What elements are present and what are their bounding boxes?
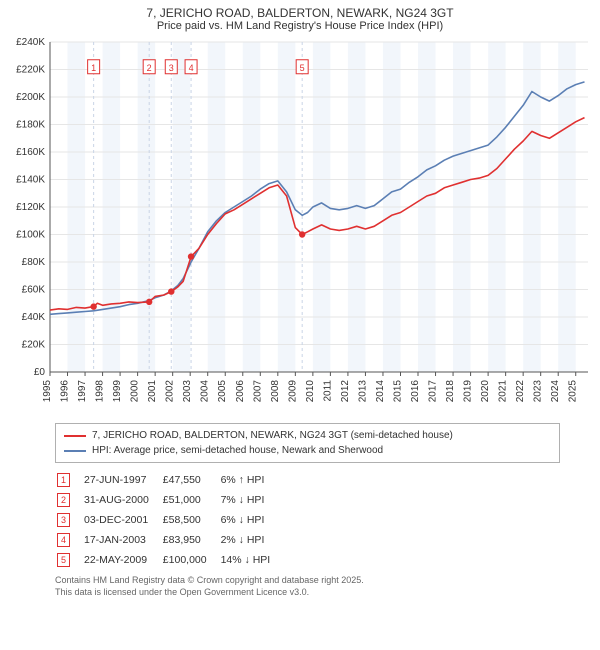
table-row: 2 31-AUG-2000£51,0007% ↓ HPI [57, 491, 282, 509]
legend-item: HPI: Average price, semi-detached house,… [64, 443, 551, 458]
svg-text:2014: 2014 [375, 380, 386, 403]
svg-text:1999: 1999 [112, 380, 123, 403]
sale-delta: 7% ↓ HPI [221, 491, 283, 509]
svg-text:2017: 2017 [428, 380, 439, 403]
sale-delta: 6% ↑ HPI [221, 471, 283, 489]
sale-marker-box: 4 [57, 533, 70, 547]
svg-text:2018: 2018 [445, 380, 456, 403]
price-chart: £0 £20K £40K £60K £80K £100K £120K £140K £160K £1… [0, 36, 600, 416]
svg-text:£0: £0 [34, 367, 46, 378]
svg-text:1996: 1996 [60, 380, 71, 403]
sale-price: £51,000 [163, 491, 219, 509]
sale-delta: 6% ↓ HPI [221, 511, 283, 529]
svg-text:4: 4 [189, 63, 194, 73]
sale-date: 03-DEC-2001 [84, 511, 161, 529]
svg-text:2008: 2008 [270, 380, 281, 403]
table-row: 1 27-JUN-1997£47,5506% ↑ HPI [57, 471, 282, 489]
svg-text:2003: 2003 [182, 380, 193, 403]
svg-text:2012: 2012 [340, 380, 351, 403]
svg-text:2015: 2015 [392, 380, 403, 403]
sale-price: £100,000 [163, 551, 219, 569]
svg-text:£40K: £40K [22, 312, 46, 323]
table-row: 5 22-MAY-2009£100,00014% ↓ HPI [57, 551, 282, 569]
svg-text:1998: 1998 [95, 380, 106, 403]
svg-text:2021: 2021 [498, 380, 509, 403]
svg-text:£240K: £240K [16, 37, 45, 48]
svg-text:£200K: £200K [16, 92, 45, 103]
svg-text:£180K: £180K [16, 120, 45, 131]
svg-text:2007: 2007 [252, 380, 263, 403]
svg-text:1: 1 [91, 63, 96, 73]
sale-marker-box: 3 [57, 513, 70, 527]
legend-label: 7, JERICHO ROAD, BALDERTON, NEWARK, NG24… [92, 428, 453, 443]
sale-delta: 2% ↓ HPI [221, 531, 283, 549]
svg-text:2025: 2025 [568, 380, 579, 403]
svg-text:2019: 2019 [463, 380, 474, 403]
sale-marker-box: 2 [57, 493, 70, 507]
footer-text: Contains HM Land Registry data © Crown c… [55, 575, 592, 598]
svg-text:3: 3 [169, 63, 174, 73]
svg-text:5: 5 [300, 63, 305, 73]
svg-text:2005: 2005 [217, 380, 228, 403]
svg-text:£160K: £160K [16, 147, 45, 158]
svg-text:£140K: £140K [16, 175, 45, 186]
sale-date: 27-JUN-1997 [84, 471, 161, 489]
footer-line: Contains HM Land Registry data © Crown c… [55, 575, 592, 587]
svg-text:2009: 2009 [287, 380, 298, 403]
sale-delta: 14% ↓ HPI [221, 551, 283, 569]
sale-marker-box: 1 [57, 473, 70, 487]
svg-text:2010: 2010 [305, 380, 316, 403]
chart-title: 7, JERICHO ROAD, BALDERTON, NEWARK, NG24… [0, 0, 600, 20]
table-row: 4 17-JAN-2003£83,9502% ↓ HPI [57, 531, 282, 549]
svg-text:£220K: £220K [16, 65, 45, 76]
sale-date: 31-AUG-2000 [84, 491, 161, 509]
sale-price: £47,550 [163, 471, 219, 489]
svg-text:2: 2 [147, 63, 152, 73]
svg-text:2006: 2006 [235, 380, 246, 403]
svg-text:£20K: £20K [22, 340, 46, 351]
sales-table: 127-JUN-1997£47,5506% ↑ HPI231-AUG-2000£… [55, 469, 284, 571]
legend-swatch [64, 435, 86, 437]
svg-text:1997: 1997 [77, 380, 88, 403]
svg-text:2013: 2013 [357, 380, 368, 403]
svg-text:2022: 2022 [515, 380, 526, 403]
footer-line: This data is licensed under the Open Gov… [55, 587, 592, 599]
legend-swatch [64, 450, 86, 452]
svg-text:2002: 2002 [165, 380, 176, 403]
svg-text:2024: 2024 [550, 380, 561, 403]
svg-text:£100K: £100K [16, 230, 45, 241]
svg-text:2020: 2020 [480, 380, 491, 403]
sale-date: 22-MAY-2009 [84, 551, 161, 569]
sale-date: 17-JAN-2003 [84, 531, 161, 549]
sale-price: £58,500 [163, 511, 219, 529]
svg-text:£80K: £80K [22, 257, 46, 268]
svg-text:1995: 1995 [42, 380, 53, 403]
svg-text:£60K: £60K [22, 285, 46, 296]
svg-text:£120K: £120K [16, 202, 45, 213]
chart-subtitle: Price paid vs. HM Land Registry's House … [0, 20, 600, 36]
svg-text:2001: 2001 [147, 380, 158, 403]
legend: 7, JERICHO ROAD, BALDERTON, NEWARK, NG24… [55, 423, 560, 463]
svg-text:2000: 2000 [130, 380, 141, 403]
svg-text:2004: 2004 [200, 380, 211, 403]
svg-text:2016: 2016 [410, 380, 421, 403]
legend-label: HPI: Average price, semi-detached house,… [92, 443, 383, 458]
legend-item: 7, JERICHO ROAD, BALDERTON, NEWARK, NG24… [64, 428, 551, 443]
table-row: 3 03-DEC-2001£58,5006% ↓ HPI [57, 511, 282, 529]
svg-text:2023: 2023 [533, 380, 544, 403]
sale-marker-box: 5 [57, 553, 70, 567]
svg-text:2011: 2011 [322, 380, 333, 402]
sale-price: £83,950 [163, 531, 219, 549]
